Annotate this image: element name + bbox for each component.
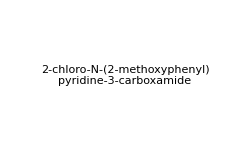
Text: 2-chloro-N-(2-methoxyphenyl)
pyridine-3-carboxamide: 2-chloro-N-(2-methoxyphenyl) pyridine-3-… — [41, 65, 209, 86]
